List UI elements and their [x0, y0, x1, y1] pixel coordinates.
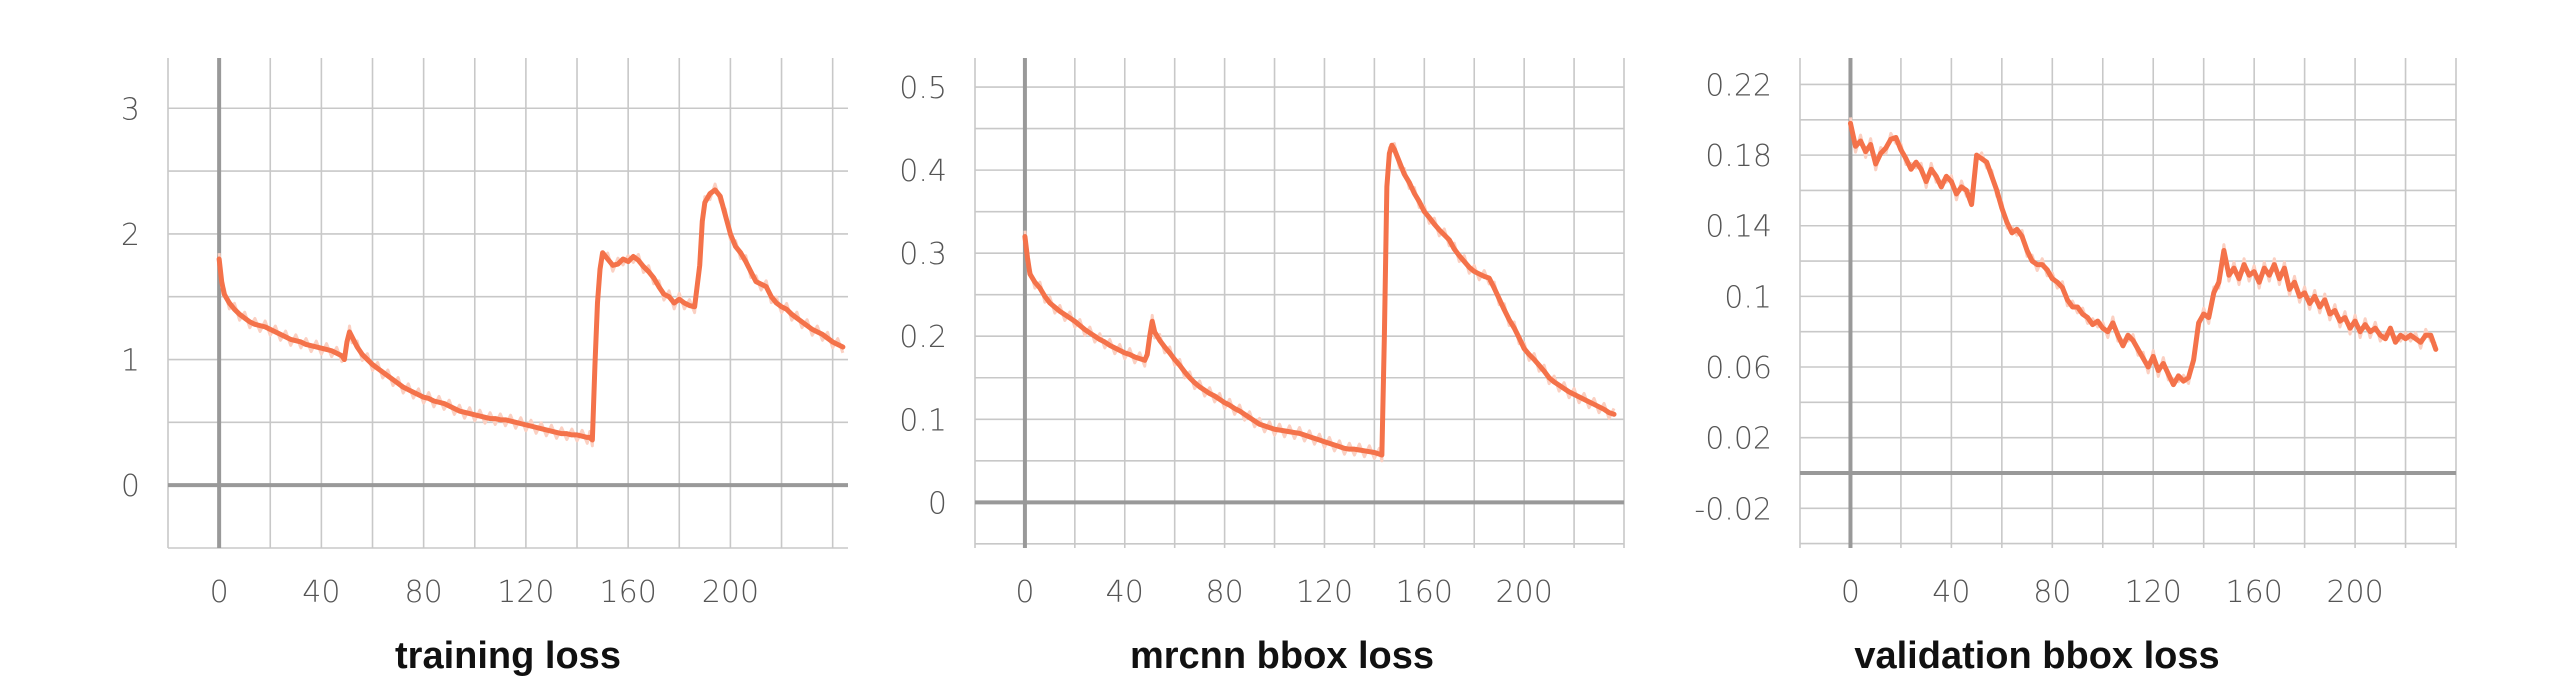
x-tick-label-200: 200	[702, 575, 759, 610]
series-line	[1022, 142, 1617, 458]
x-tick-label-120: 120	[497, 575, 554, 610]
y-tick-label-0: 0	[928, 486, 947, 521]
y-tick-label-0p1: 0.1	[899, 403, 947, 438]
series-raw-line	[1023, 141, 1616, 463]
y-tick-label-0p5: 0.5	[899, 71, 947, 106]
validation-bbox-loss-chart: -0.02 0.02 0.06 0.1 0.14 0.18 0.22 0 40 80 120 160 2…	[1694, 58, 2457, 677]
y-tick-label-minus-0p02: -0.02	[1694, 492, 1772, 527]
x-tick-label-120: 120	[1296, 575, 1353, 610]
chart-title: validation bbox loss	[1854, 635, 2219, 677]
x-tick-label-160: 160	[600, 575, 657, 610]
chart-title: training loss	[395, 635, 621, 677]
y-tick-label-0p18: 0.18	[1705, 139, 1772, 174]
y-tick-label-2: 2	[121, 218, 140, 253]
x-tick-label-80: 80	[405, 575, 443, 610]
x-tick-label-0: 0	[1015, 575, 1034, 610]
y-tick-label-0p22: 0.22	[1705, 68, 1772, 103]
x-tick-label-160: 160	[1396, 575, 1453, 610]
y-tick-label-0p14: 0.14	[1705, 210, 1772, 245]
y-tick-label-1: 1	[121, 344, 140, 379]
x-tick-label-200: 200	[2326, 575, 2383, 610]
y-tick-label-0p3: 0.3	[899, 237, 947, 272]
x-tick-label-200: 200	[1496, 575, 1553, 610]
series-line	[216, 187, 846, 443]
chart-title: mrcnn bbox loss	[1130, 635, 1434, 677]
y-tick-label-3: 3	[121, 92, 140, 127]
x-tick-label-80: 80	[1206, 575, 1244, 610]
x-tick-label-40: 40	[302, 575, 340, 610]
x-tick-label-0: 0	[210, 575, 229, 610]
y-tick-label-0p1: 0.1	[1724, 280, 1772, 315]
x-tick-label-80: 80	[2033, 575, 2071, 610]
y-tick-label-0p4: 0.4	[899, 154, 947, 189]
training-loss-chart: 0 1 2 3 0 40 80 120 160 200 training loss	[121, 58, 848, 677]
x-tick-label-160: 160	[2226, 575, 2283, 610]
series-line	[1847, 120, 2439, 388]
series-raw-line	[1848, 117, 2437, 385]
x-tick-label-40: 40	[1106, 575, 1144, 610]
mrcnn-bbox-loss-chart: 0 0.1 0.2 0.3 0.4 0.5 0 40 80 120 160 200 mrcnn bbox…	[899, 58, 1625, 677]
y-tick-label-0p2: 0.2	[899, 320, 947, 355]
x-tick-label-0: 0	[1841, 575, 1860, 610]
x-tick-label-120: 120	[2125, 575, 2182, 610]
series-raw-line	[217, 182, 845, 448]
y-tick-label-0: 0	[121, 469, 140, 504]
y-tick-label-0p06: 0.06	[1705, 351, 1772, 386]
x-tick-label-40: 40	[1932, 575, 1970, 610]
y-tick-label-0p02: 0.02	[1705, 422, 1772, 457]
